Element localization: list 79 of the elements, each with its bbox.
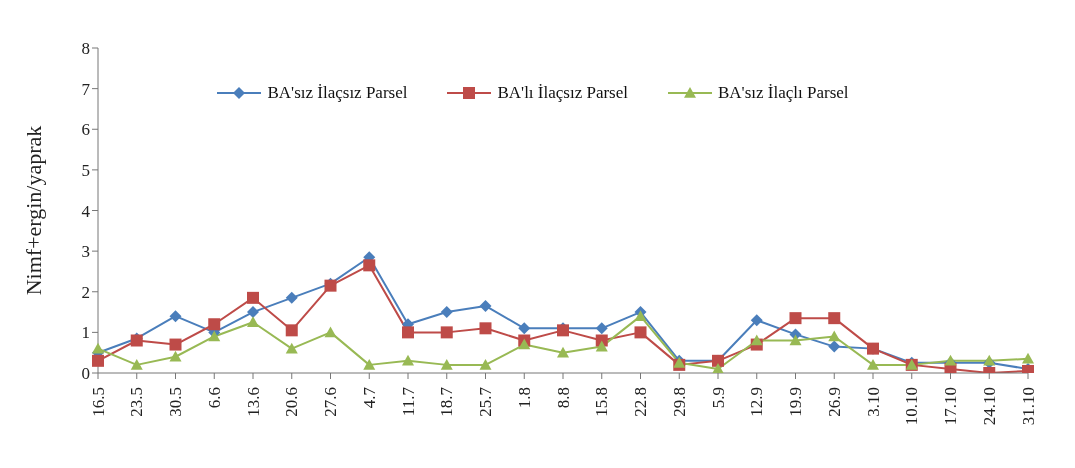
x-tick-label: 20.6 <box>282 387 302 417</box>
point <box>363 259 376 272</box>
point <box>363 358 376 370</box>
point <box>247 291 259 304</box>
x-tick-label: 11.7 <box>398 386 418 417</box>
point <box>828 330 841 342</box>
point <box>440 358 453 370</box>
y-tick-label: 3 <box>81 242 90 262</box>
point <box>789 312 802 325</box>
x-tick-label: 15.8 <box>592 387 612 417</box>
point <box>440 326 453 339</box>
point <box>324 326 337 338</box>
x-tick-label: 25.7 <box>476 386 495 417</box>
point <box>169 310 182 323</box>
x-tick-label: 17.10 <box>941 387 960 426</box>
x-tick-label: 12.9 <box>747 387 767 417</box>
point <box>92 354 104 367</box>
point <box>130 358 143 370</box>
y-tick-label: 8 <box>81 39 90 59</box>
point <box>479 358 492 370</box>
x-tick-label: 8.8 <box>553 387 573 409</box>
x-tick-label: 4.7 <box>359 386 379 409</box>
point <box>402 354 414 366</box>
y-tick-label: 4 <box>81 201 91 221</box>
x-tick-label: 23.5 <box>127 387 147 417</box>
point <box>285 342 298 354</box>
point <box>169 338 182 351</box>
y-axis-title: Nimf+ergin/yaprak <box>20 125 46 296</box>
point <box>867 358 879 370</box>
legend-label: BA'sız İlaçsız Parsel <box>266 83 408 103</box>
x-tick-label: 27.6 <box>321 387 340 417</box>
point <box>634 326 647 339</box>
point <box>828 312 841 325</box>
point <box>750 314 763 327</box>
x-tick-label: 18.7 <box>437 386 457 417</box>
point <box>828 340 841 353</box>
x-tick-label: 6.6 <box>204 387 224 409</box>
point <box>247 316 259 328</box>
legend-label: BA'lı İlaçsız Parsel <box>496 83 628 103</box>
y-tick-label: 2 <box>81 282 90 302</box>
x-tick-label: 22.8 <box>631 387 650 417</box>
point <box>285 291 298 304</box>
point <box>208 318 221 331</box>
x-tick-label: 13.6 <box>243 387 263 417</box>
y-tick-label: 7 <box>81 79 91 99</box>
point <box>789 334 802 346</box>
point <box>595 340 608 352</box>
x-tick-label: 30.5 <box>166 387 185 417</box>
legend-label: BA'sız İlaçlı Parsel <box>717 83 849 103</box>
x-tick-label: 10.10 <box>902 387 922 426</box>
point <box>92 342 104 354</box>
point <box>634 310 647 321</box>
point <box>595 322 608 335</box>
point <box>479 322 492 335</box>
point <box>169 350 182 362</box>
point <box>440 306 453 319</box>
point <box>518 322 531 335</box>
x-tick-label: 26.9 <box>824 387 844 417</box>
point <box>518 338 531 350</box>
point <box>479 299 492 312</box>
x-tick-label: 31.10 <box>1018 387 1038 426</box>
point <box>247 306 259 319</box>
point <box>285 324 298 337</box>
x-tick-label: 5.9 <box>708 387 728 409</box>
point <box>402 326 414 339</box>
y-tick-label: 0 <box>81 364 90 384</box>
point <box>712 362 724 373</box>
point <box>208 330 221 342</box>
x-tick-label: 19.9 <box>786 387 805 417</box>
x-tick-label: 1.8 <box>514 387 534 409</box>
x-tick-label: 29.8 <box>669 387 689 417</box>
x-tick-label: 16.5 <box>88 387 108 417</box>
y-tick-label: 6 <box>81 120 90 140</box>
y-tick-label: 5 <box>81 160 90 180</box>
point <box>1022 352 1034 364</box>
x-tick-label: 24.10 <box>979 387 999 426</box>
y-tick-label: 1 <box>81 323 90 343</box>
point <box>750 334 763 346</box>
x-tick-label: 3.10 <box>863 387 883 417</box>
